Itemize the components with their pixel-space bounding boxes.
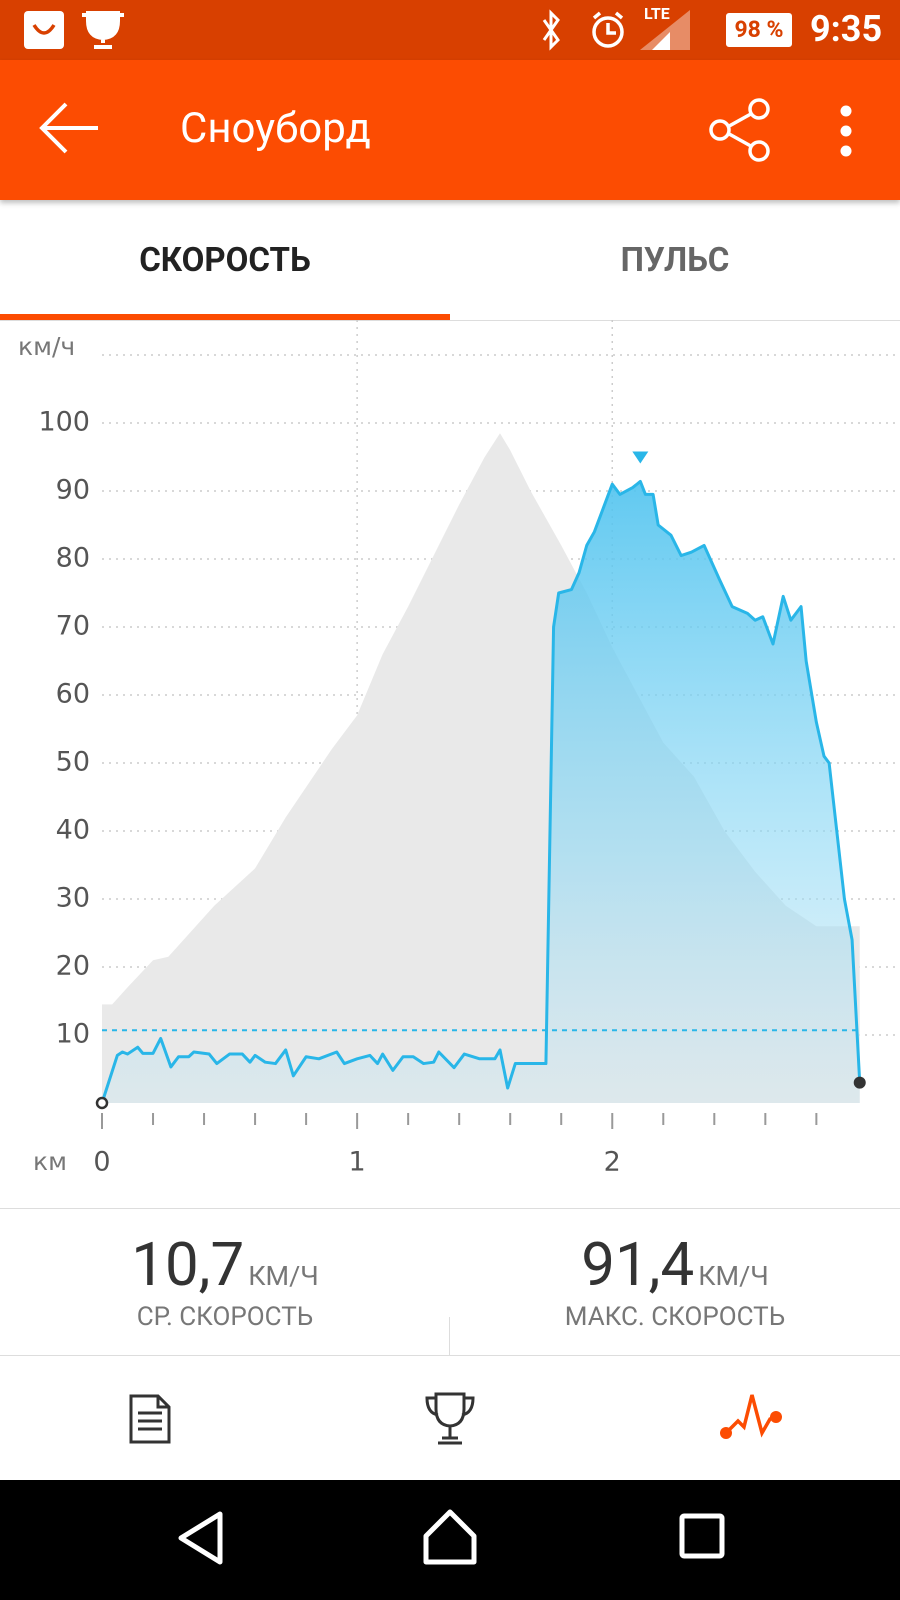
y-tick-label: 60: [56, 679, 90, 710]
network-type: LTE: [644, 4, 670, 23]
tab-heart-rate[interactable]: ПУЛЬС: [620, 241, 730, 280]
tab-bar: СКОРОСТЬ ПУЛЬС: [0, 200, 900, 321]
speed-area: [102, 481, 860, 1103]
share-button[interactable]: [708, 98, 772, 162]
back-button[interactable]: [38, 100, 102, 156]
divider: [449, 1317, 450, 1355]
stat-label: МАКС. СКОРОСТЬ: [564, 1302, 786, 1332]
screen-title: Сноуборд: [180, 104, 371, 153]
system-home[interactable]: [422, 1508, 478, 1566]
x-tick-label: 1: [349, 1147, 366, 1178]
stats-panel: 10,7 КМ/Ч СР. СКОРОСТЬ 91,4 КМ/Ч МАКС. СКО…: [0, 1208, 900, 1356]
stat-value: 10,7: [131, 1229, 245, 1300]
speed-line: [100, 479, 862, 1104]
notification-icons: [24, 11, 124, 49]
speed-chart: км/ч км 10 20 30 40 50 60 70 80 90 100 0 1 2: [18, 320, 898, 1178]
stat-label: СР. СКОРОСТЬ: [136, 1302, 314, 1332]
y-tick-label: 80: [56, 543, 90, 574]
y-tick-label: 50: [56, 747, 90, 778]
system-navigation: [0, 1480, 900, 1600]
stat-unit: КМ/Ч: [248, 1260, 319, 1292]
achievements-tab[interactable]: [424, 1391, 476, 1447]
y-tick-label: 100: [38, 407, 90, 438]
y-tick-label: 40: [56, 815, 90, 846]
overflow-menu[interactable]: [834, 104, 858, 160]
overview-tab[interactable]: [128, 1393, 172, 1445]
y-tick-label: 70: [56, 611, 90, 642]
max-marker: [632, 451, 649, 464]
clock: 9:35: [810, 8, 883, 50]
status-bar: LTE 98 % 9:35: [0, 0, 900, 60]
stat-average: 10,7 КМ/Ч СР. СКОРОСТЬ: [0, 1229, 450, 1332]
tab-speed[interactable]: СКОРОСТЬ: [139, 241, 311, 280]
x-tick-label: 2: [604, 1147, 621, 1178]
system-back[interactable]: [176, 1510, 226, 1566]
toolbar: Сноуборд: [0, 60, 900, 200]
y-tick-label: 10: [56, 1019, 90, 1050]
tab-indicator: [0, 314, 450, 320]
bottom-navigation: [0, 1355, 900, 1480]
system-recents[interactable]: [678, 1512, 726, 1560]
stat-unit: КМ/Ч: [698, 1260, 769, 1292]
stat-max: 91,4 КМ/Ч МАКС. СКОРОСТЬ: [450, 1229, 900, 1332]
x-tick-label: 0: [93, 1147, 110, 1178]
y-tick-label: 90: [56, 475, 90, 506]
stat-value: 91,4: [581, 1229, 695, 1300]
battery: 98 %: [726, 13, 792, 47]
end-point: [853, 1076, 866, 1089]
y-axis-label: км/ч: [18, 332, 75, 361]
system-icons: [542, 9, 690, 51]
y-tick-label: 20: [56, 951, 90, 982]
x-axis-label: км: [33, 1147, 67, 1176]
y-tick-label: 30: [56, 883, 90, 914]
analysis-tab[interactable]: [718, 1389, 784, 1445]
start-point: [95, 1096, 109, 1110]
